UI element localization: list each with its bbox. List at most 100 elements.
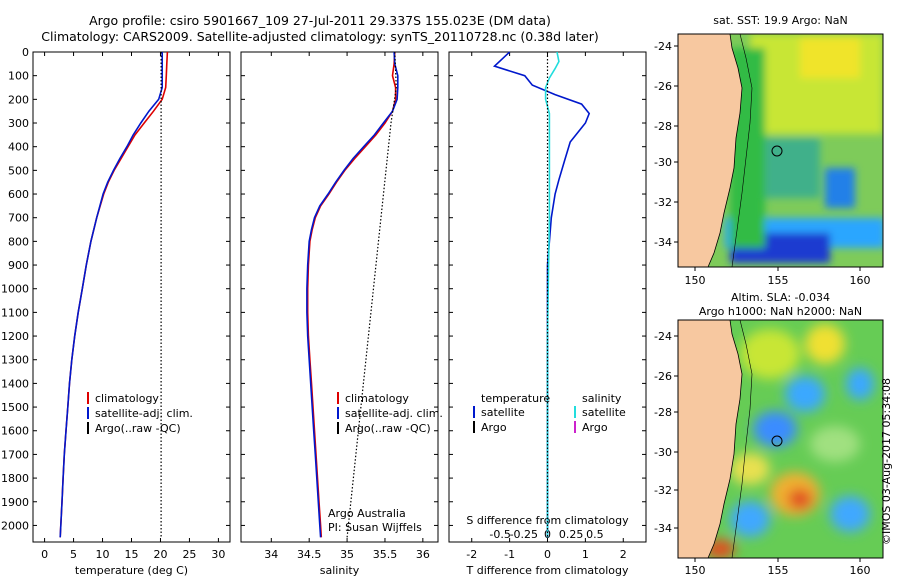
y-tick-label: 1300 bbox=[1, 354, 29, 367]
imos-stamp: ©IMOS 03-Aug-2017 05:34:08 bbox=[880, 378, 893, 545]
sla-mid-patch bbox=[810, 426, 860, 462]
sla-map-xticks: 150 155 160 bbox=[685, 558, 871, 577]
map-xtick-label: 150 bbox=[685, 274, 706, 287]
s-diff-tick-label: 0.5 bbox=[586, 528, 604, 541]
legend-label: Argo bbox=[582, 421, 608, 434]
sla-map-title-2: Argo h1000: NaN h2000: NaN bbox=[698, 305, 863, 318]
y-tick-label: 1000 bbox=[1, 283, 29, 296]
plot-frame bbox=[32, 51, 231, 543]
y-tick-label: 400 bbox=[8, 141, 29, 154]
y-tick-label: 900 bbox=[8, 259, 29, 272]
y-tick-label: 500 bbox=[8, 164, 29, 177]
x-tick-label: 5 bbox=[70, 548, 77, 561]
series-line-t-satellite bbox=[492, 51, 591, 538]
sst-map-title: sat. SST: 19.9 Argo: NaN bbox=[713, 14, 848, 27]
sst-map-frame bbox=[677, 33, 884, 268]
s-diff-tick-label: -0.25 bbox=[510, 528, 538, 541]
sla-low-eddy bbox=[730, 501, 770, 537]
s-diff-tick-label: -0.5 bbox=[489, 528, 510, 541]
y-tick-label: 1700 bbox=[1, 448, 29, 461]
map-xtick-label: 150 bbox=[685, 564, 706, 577]
y-tick-label: 2000 bbox=[1, 519, 29, 532]
x-tick-label: 10 bbox=[96, 548, 110, 561]
sst-cold-patch bbox=[825, 168, 855, 208]
x-axis-label: temperature (deg C) bbox=[75, 564, 188, 577]
x-tick-label: 34.5 bbox=[297, 548, 322, 561]
legend-label: Argo bbox=[481, 421, 507, 434]
sla-low-eddy bbox=[785, 376, 825, 412]
sst-map: -24 -26 -28 -30 -32 -34 150 155 160 bbox=[654, 33, 884, 287]
y-tick-label: 1600 bbox=[1, 425, 29, 438]
map-ytick-label: -26 bbox=[654, 370, 672, 383]
sst-map-yticks: -24 -26 -28 -30 -32 -34 bbox=[654, 40, 678, 249]
isobath-line bbox=[731, 34, 753, 267]
argo-position-marker bbox=[771, 435, 783, 447]
salinity-chart: 34 34.5 35 35.5 36 salinity bbox=[240, 51, 439, 577]
series-line-s-satellite bbox=[544, 51, 560, 538]
sla-map-yticks: -24 -26 -28 -30 -32 -34 bbox=[654, 330, 678, 535]
isobath-line bbox=[731, 320, 753, 558]
difference-chart: -2 -1 0 1 2-0.5-0.25 0 0.25 0.5S difference fro… bbox=[448, 51, 647, 577]
salinity-annotation-2: PI: Susan Wijffels bbox=[328, 521, 422, 534]
difference-legend: temperature satellite Argo salinity sate… bbox=[473, 392, 626, 434]
x-tick-label: 0 bbox=[41, 548, 48, 561]
temperature-legend: climatology satellite-adj. clim. Argo(..… bbox=[87, 392, 193, 435]
map-ytick-label: -24 bbox=[654, 330, 672, 343]
sla-mid-patch bbox=[730, 453, 770, 485]
y-tick-label: 800 bbox=[8, 235, 29, 248]
map-xtick-label: 155 bbox=[768, 564, 789, 577]
plot-frame bbox=[240, 51, 439, 543]
title-line-1: Argo profile: csiro 5901667_109 27-Jul-2… bbox=[89, 13, 551, 28]
legend-label: satellite-adj. clim. bbox=[345, 407, 443, 420]
s-diff-tick-label: 0.25 bbox=[559, 528, 584, 541]
x-axis-label: T difference from climatology bbox=[466, 564, 629, 577]
x-tick-label: 0 bbox=[544, 548, 551, 561]
map-ytick-label: -26 bbox=[654, 80, 672, 93]
map-ytick-label: -32 bbox=[654, 484, 672, 497]
x-tick-label: 34 bbox=[264, 548, 278, 561]
x-tick-label: 30 bbox=[211, 548, 225, 561]
y-tick-label: 200 bbox=[8, 93, 29, 106]
legend-label: Argo(..raw -QC) bbox=[95, 422, 181, 435]
y-tick-label: 1400 bbox=[1, 377, 29, 390]
x-tick-label: -2 bbox=[466, 548, 477, 561]
x-tick-label: 35 bbox=[340, 548, 354, 561]
sst-map-xticks: 150 155 160 bbox=[685, 267, 871, 287]
y-tick-label: 700 bbox=[8, 212, 29, 225]
sla-map-frame bbox=[677, 319, 884, 559]
map-ytick-label: -24 bbox=[654, 40, 672, 53]
series-line-argo-raw-qc- bbox=[346, 51, 397, 538]
salinity-annotation-1: Argo Australia bbox=[328, 507, 406, 520]
legend-label: climatology bbox=[95, 392, 159, 405]
y-tick-label: 0 bbox=[22, 46, 29, 59]
x-tick-label: 1 bbox=[582, 548, 589, 561]
sla-map: -24 -26 -28 -30 -32 -34 150 155 160 bbox=[654, 319, 884, 577]
x-tick-label: 35.5 bbox=[373, 548, 398, 561]
legend-label: climatology bbox=[345, 392, 409, 405]
map-ytick-label: -30 bbox=[654, 446, 672, 459]
map-ytick-label: -34 bbox=[654, 522, 672, 535]
map-xtick-label: 155 bbox=[768, 274, 789, 287]
legend-label: Argo(..raw -QC) bbox=[345, 422, 431, 435]
y-tick-label: 1900 bbox=[1, 496, 29, 509]
sla-low-eddy bbox=[830, 496, 870, 532]
y-tick-label: 100 bbox=[8, 70, 29, 83]
x-tick-label: -1 bbox=[504, 548, 515, 561]
y-tick-label: 1500 bbox=[1, 401, 29, 414]
sst-warm-patch bbox=[800, 38, 860, 78]
title-line-2: Climatology: CARS2009. Satellite-adjuste… bbox=[41, 29, 599, 44]
legend-label: satellite bbox=[582, 406, 626, 419]
x-tick-label: 2 bbox=[620, 548, 627, 561]
salinity-legend: climatology satellite-adj. clim. Argo(..… bbox=[328, 392, 443, 534]
legend-header-temperature: temperature bbox=[481, 392, 550, 405]
sla-peak bbox=[788, 489, 812, 509]
y-tick-label: 300 bbox=[8, 117, 29, 130]
y-tick-label: 600 bbox=[8, 188, 29, 201]
sla-high-eddy bbox=[740, 329, 800, 379]
argo-position-marker bbox=[771, 145, 783, 157]
map-ytick-label: -30 bbox=[654, 156, 672, 169]
y-tick-label: 1800 bbox=[1, 472, 29, 485]
map-ytick-label: -28 bbox=[654, 406, 672, 419]
x-tick-label: 20 bbox=[153, 548, 167, 561]
